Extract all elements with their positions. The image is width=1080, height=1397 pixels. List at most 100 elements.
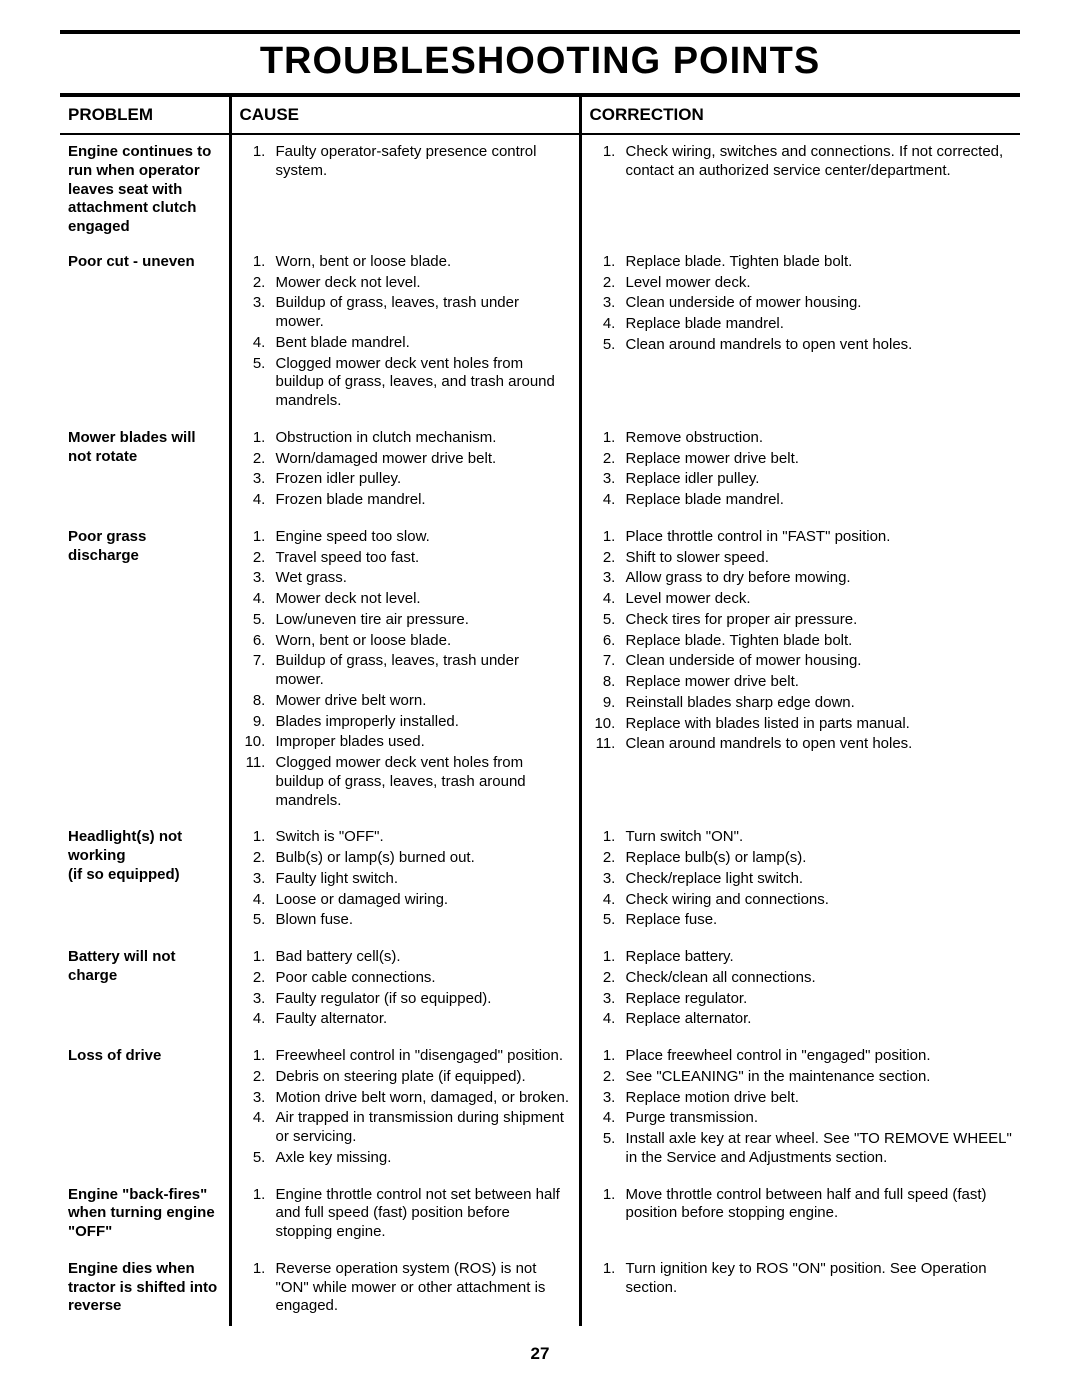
cause-cell: Engine speed too slow. Travel speed too f…: [230, 520, 580, 821]
cause-cell: Worn, bent or loose blade. Mower deck not…: [230, 245, 580, 421]
table-row: Mower blades will not rotateObstruction …: [60, 421, 1020, 520]
cause-item: Clogged mower deck vent holes from build…: [270, 754, 571, 810]
correction-list: Move throttle control between half and f…: [590, 1186, 1013, 1224]
problem-cell: Engine continues to run when oper­ator l…: [60, 134, 230, 245]
correction-item: Turn switch "ON".: [620, 828, 1013, 847]
correction-item: Check/replace light switch.: [620, 870, 1013, 889]
cause-item: Engine speed too slow.: [270, 528, 571, 547]
correction-item: Replace motion drive belt.: [620, 1089, 1013, 1108]
correction-item: Check tires for proper air pressure.: [620, 611, 1013, 630]
page-title: TROUBLESHOOTING POINTS: [60, 34, 1020, 93]
correction-list: Remove obstruction.Replace mower drive b…: [590, 429, 1013, 510]
header-correction: CORRECTION: [580, 97, 1020, 134]
cause-item: Debris on steering plate (if equipped).: [270, 1068, 571, 1087]
cause-item: Faulty operator-safety presence control …: [270, 143, 571, 181]
correction-item: Level mower deck.: [620, 590, 1013, 609]
cause-item: Travel speed too fast.: [270, 549, 571, 568]
problem-cell: Battery will not charge: [60, 940, 230, 1039]
correction-item: Replace blade mandrel.: [620, 315, 1013, 334]
cause-cell: Bad battery cell(s). Poor cable connectio…: [230, 940, 580, 1039]
correction-item: Remove obstruction.: [620, 429, 1013, 448]
correction-item: Check/clean all connections.: [620, 969, 1013, 988]
correction-cell: Replace blade. Tighten blade bolt. Level …: [580, 245, 1020, 421]
correction-cell: Remove obstruction.Replace mower drive b…: [580, 421, 1020, 520]
cause-item: Faulty regulator (if so equipped).: [270, 990, 571, 1009]
correction-item: Replace blade. Tighten blade bolt.: [620, 632, 1013, 651]
cause-item: Clogged mower deck vent holes from build…: [270, 355, 571, 411]
correction-list: Place freewheel control in "engaged" pos…: [590, 1047, 1013, 1168]
page-number: 27: [60, 1344, 1020, 1364]
cause-item: Low/uneven tire air pressure.: [270, 611, 571, 630]
correction-item: Replace idler pulley.: [620, 470, 1013, 489]
problem-cell: Mower blades will not rotate: [60, 421, 230, 520]
cause-list: Engine speed too slow. Travel speed too f…: [240, 528, 571, 811]
correction-cell: Replace battery. Check/clean all connecti…: [580, 940, 1020, 1039]
cause-cell: Faulty operator-safety presence control …: [230, 134, 580, 245]
correction-item: Replace blade. Tighten blade bolt.: [620, 253, 1013, 272]
cause-item: Mower deck not level.: [270, 590, 571, 609]
correction-item: Replace battery.: [620, 948, 1013, 967]
correction-item: Reinstall blades sharp edge down.: [620, 694, 1013, 713]
cause-item: Buildup of grass, leaves, trash under mo…: [270, 294, 571, 332]
correction-item: Turn ignition key to ROS "ON" position. …: [620, 1260, 1013, 1298]
correction-item: Shift to slower speed.: [620, 549, 1013, 568]
page: TROUBLESHOOTING POINTS PROBLEM CAUSE COR…: [0, 0, 1080, 1397]
cause-cell: Switch is "OFF".Bulb(s) or lamp(s) burne…: [230, 820, 580, 940]
correction-cell: Place freewheel control in "engaged" pos…: [580, 1039, 1020, 1178]
cause-item: Poor cable connections.: [270, 969, 571, 988]
table-body: Engine continues to run when oper­ator l…: [60, 134, 1020, 1326]
cause-list: Worn, bent or loose blade. Mower deck not…: [240, 253, 571, 411]
cause-list: Bad battery cell(s). Poor cable connectio…: [240, 948, 571, 1029]
correction-item: Place throttle control in "FAST" positio…: [620, 528, 1013, 547]
correction-item: Check wiring and connections.: [620, 891, 1013, 910]
correction-item: Replace fuse.: [620, 911, 1013, 930]
cause-cell: Obstruction in clutch mechanism.Worn/dam…: [230, 421, 580, 520]
correction-item: Install axle key at rear wheel. See "TO …: [620, 1130, 1013, 1168]
correction-list: Replace battery. Check/clean all connecti…: [590, 948, 1013, 1029]
correction-item: Purge transmission.: [620, 1109, 1013, 1128]
cause-item: Worn, bent or loose blade.: [270, 253, 571, 272]
correction-item: Clean underside of mower housing.: [620, 652, 1013, 671]
cause-item: Mower deck not level.: [270, 274, 571, 293]
troubleshooting-table: PROBLEM CAUSE CORRECTION Engine continue…: [60, 97, 1020, 1326]
correction-item: Allow grass to dry before mowing.: [620, 569, 1013, 588]
correction-item: Replace bulb(s) or lamp(s).: [620, 849, 1013, 868]
correction-list: Check wiring, switches and connections. …: [590, 143, 1013, 181]
cause-list: Engine throttle control not set between …: [240, 1186, 571, 1242]
cause-item: Axle key missing.: [270, 1149, 571, 1168]
correction-cell: Turn ignition key to ROS "ON" position. …: [580, 1252, 1020, 1326]
cause-item: Frozen blade mandrel.: [270, 491, 571, 510]
table-row: Battery will not chargeBad battery cell(…: [60, 940, 1020, 1039]
correction-item: Check wiring, switches and connections. …: [620, 143, 1013, 181]
correction-item: Replace mower drive belt.: [620, 673, 1013, 692]
cause-item: Faulty alternator.: [270, 1010, 571, 1029]
correction-item: Clean around mandrels to open vent holes…: [620, 336, 1013, 355]
cause-list: Reverse operation system (ROS) is not "O…: [240, 1260, 571, 1316]
cause-item: Improper blades used.: [270, 733, 571, 752]
cause-item: Air trapped in transmission during shipm…: [270, 1109, 571, 1147]
cause-item: Worn, bent or loose blade.: [270, 632, 571, 651]
header-problem: PROBLEM: [60, 97, 230, 134]
cause-list: Freewheel control in "disengaged" positi…: [240, 1047, 571, 1168]
problem-cell: Headlight(s) not working(if so equipped): [60, 820, 230, 940]
correction-item: Replace with blades listed in parts manu…: [620, 715, 1013, 734]
correction-item: Replace blade mandrel.: [620, 491, 1013, 510]
cause-item: Worn/damaged mower drive belt.: [270, 450, 571, 469]
cause-item: Blades improperly installed.: [270, 713, 571, 732]
cause-item: Engine throttle control not set between …: [270, 1186, 571, 1242]
cause-item: Bad battery cell(s).: [270, 948, 571, 967]
cause-cell: Reverse operation system (ROS) is not "O…: [230, 1252, 580, 1326]
correction-cell: Move throttle control between half and f…: [580, 1178, 1020, 1252]
table-row: Engine "back-fires" when turn­ing engine…: [60, 1178, 1020, 1252]
table-row: Headlight(s) not working(if so equipped)…: [60, 820, 1020, 940]
cause-item: Frozen idler pulley.: [270, 470, 571, 489]
correction-item: Level mower deck.: [620, 274, 1013, 293]
problem-cell: Loss of drive: [60, 1039, 230, 1178]
cause-item: Freewheel control in "disengaged" positi…: [270, 1047, 571, 1066]
correction-item: Clean underside of mower housing.: [620, 294, 1013, 313]
cause-item: Blown fuse.: [270, 911, 571, 930]
cause-item: Reverse operation system (ROS) is not "O…: [270, 1260, 571, 1316]
cause-item: Bulb(s) or lamp(s) burned out.: [270, 849, 571, 868]
correction-list: Replace blade. Tighten blade bolt. Level …: [590, 253, 1013, 355]
correction-cell: Place throttle control in "FAST" positio…: [580, 520, 1020, 821]
